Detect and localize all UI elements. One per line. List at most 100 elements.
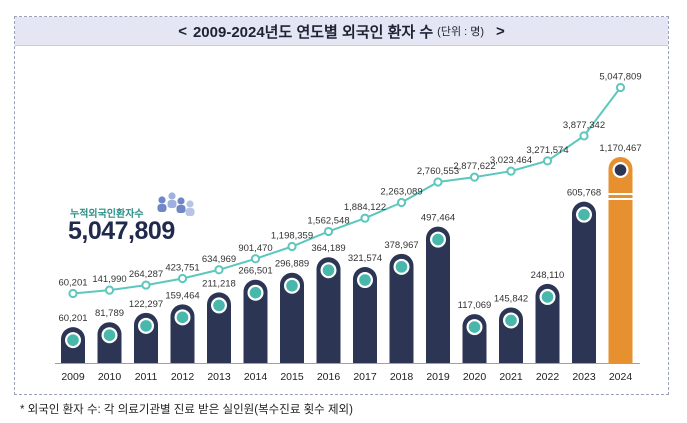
year-tick-label: 2010: [98, 371, 122, 383]
year-tick-label: 2009: [61, 371, 85, 383]
bar-marker: [140, 320, 152, 332]
cumulative-point-label: 3,023,464: [490, 155, 532, 166]
cumulative-point-label: 3,877,342: [563, 120, 605, 131]
bar-marker: [432, 233, 444, 246]
bar-value-label: 60,201: [58, 313, 87, 324]
cumulative-line-group: [68, 82, 626, 299]
bar-value-label: 248,110: [531, 270, 565, 281]
cumulative-point-label: 2,877,622: [453, 161, 495, 172]
person-head-icon: [168, 192, 176, 200]
person-body-icon: [176, 205, 186, 213]
bar-marker: [468, 321, 481, 333]
bar-value-label: 321,574: [348, 253, 382, 264]
cumulative-point: [214, 265, 224, 275]
bar-base: [207, 351, 231, 363]
bar-value-label: 1,170,467: [599, 143, 641, 154]
cumulative-point: [396, 197, 407, 208]
year-tick-label: 2024: [609, 371, 633, 383]
cumulative-point: [104, 285, 115, 295]
bar-value-label: 378,967: [384, 240, 418, 251]
bar-base: [572, 351, 596, 363]
person-head-icon: [177, 197, 185, 205]
cumulative-point: [287, 241, 297, 252]
footnote: * 외국인 환자 수: 각 의료기관별 진료 받은 실인원(복수진료 횟수 제외…: [20, 404, 353, 416]
bar: [426, 226, 450, 363]
year-tick-label: 2011: [135, 371, 158, 383]
chart-frame: < 2009-2024년도 연도별 외국인 환자 수 (단위 : 명) >: [14, 16, 669, 395]
bar-value-label: 122,297: [129, 299, 163, 310]
cumulative-point-label: 5,047,809: [599, 72, 641, 83]
bars-group: [61, 157, 635, 363]
bar-marker: [286, 279, 298, 292]
year-tick-label: 2016: [317, 371, 341, 383]
bar-marker: [249, 286, 262, 299]
chart-title: < 2009-2024년도 연도별 외국인 환자 수 (단위 : 명) >: [15, 17, 668, 46]
title-text: 2009-2024년도 연도별 외국인 환자 수: [192, 23, 434, 41]
bar-value-label: 266,501: [238, 266, 272, 277]
bar-value-label: 605,768: [567, 188, 601, 199]
cumulative-point: [177, 273, 188, 284]
cumulative-point: [469, 172, 480, 182]
bar-base: [316, 351, 341, 363]
cumulative-point-label: 2,263,089: [380, 187, 422, 198]
bar-base: [134, 351, 158, 363]
cumulative-point-label: 141,990: [92, 274, 126, 285]
bar-marker: [505, 314, 517, 327]
bar-marker: [395, 261, 408, 273]
year-tick-label: 2019: [426, 371, 450, 383]
bar-marker: [213, 299, 225, 312]
title-right-arrow: >: [496, 22, 505, 40]
bar: [316, 257, 341, 363]
bar: [353, 267, 377, 363]
bar-base: [608, 351, 633, 363]
cumulative-point-label: 264,287: [129, 269, 163, 280]
cumulative-point: [615, 82, 626, 93]
year-tick-label: 2020: [463, 371, 487, 383]
bar-base: [353, 351, 377, 363]
bar-value-label: 211,218: [202, 278, 236, 289]
bar-base: [389, 351, 414, 363]
bar: [280, 272, 304, 363]
year-tick-label: 2012: [171, 371, 195, 383]
cumulative-point-label: 2,760,553: [417, 166, 459, 177]
bar: [535, 283, 560, 363]
bar-value-label: 497,464: [421, 213, 455, 224]
bar-value-label: 117,069: [458, 300, 492, 311]
year-tick-label: 2013: [207, 371, 231, 383]
cumulative-point: [141, 280, 151, 290]
cumulative-point: [323, 226, 334, 237]
bar-base: [170, 351, 195, 363]
year-tick-label: 2017: [353, 371, 377, 383]
labels-group: 60,201 141,990 264,287423,751634,969901,47…: [58, 72, 641, 383]
person-body-icon: [157, 204, 167, 212]
cumulative-point-label: 423,751: [165, 262, 199, 273]
year-tick-label: 2022: [536, 371, 560, 383]
year-tick-label: 2018: [390, 371, 414, 383]
title-unit: (단위 : 명): [437, 26, 485, 38]
bar: [243, 279, 268, 363]
year-tick-label: 2023: [572, 371, 596, 383]
cumulative-point: [506, 166, 516, 176]
bar-marker: [103, 329, 116, 341]
cumulative-point-label: 60,201: [58, 278, 87, 289]
title-left-arrow: <: [178, 22, 187, 40]
person-body-icon: [185, 208, 195, 216]
cumulative-point: [542, 156, 553, 166]
cumulative-point-label: 634,969: [202, 254, 236, 265]
person-head-icon: [158, 196, 166, 204]
bar-marker: [359, 274, 371, 286]
bar-value-label: 159,464: [165, 290, 199, 301]
bar-value-label: 364,189: [311, 243, 345, 254]
bar-marker: [176, 311, 189, 324]
cumulative-point-label: 901,470: [238, 243, 272, 254]
bar: [389, 253, 414, 363]
bar: [572, 201, 596, 363]
bar-value-label: 296,889: [275, 259, 309, 270]
bar-value-label: 81,789: [95, 308, 124, 319]
bar-marker: [322, 264, 335, 277]
bar-value-label: 145,842: [494, 293, 528, 304]
bar-base: [243, 351, 268, 363]
person-body-icon: [167, 200, 177, 208]
people-icon: [157, 192, 195, 216]
